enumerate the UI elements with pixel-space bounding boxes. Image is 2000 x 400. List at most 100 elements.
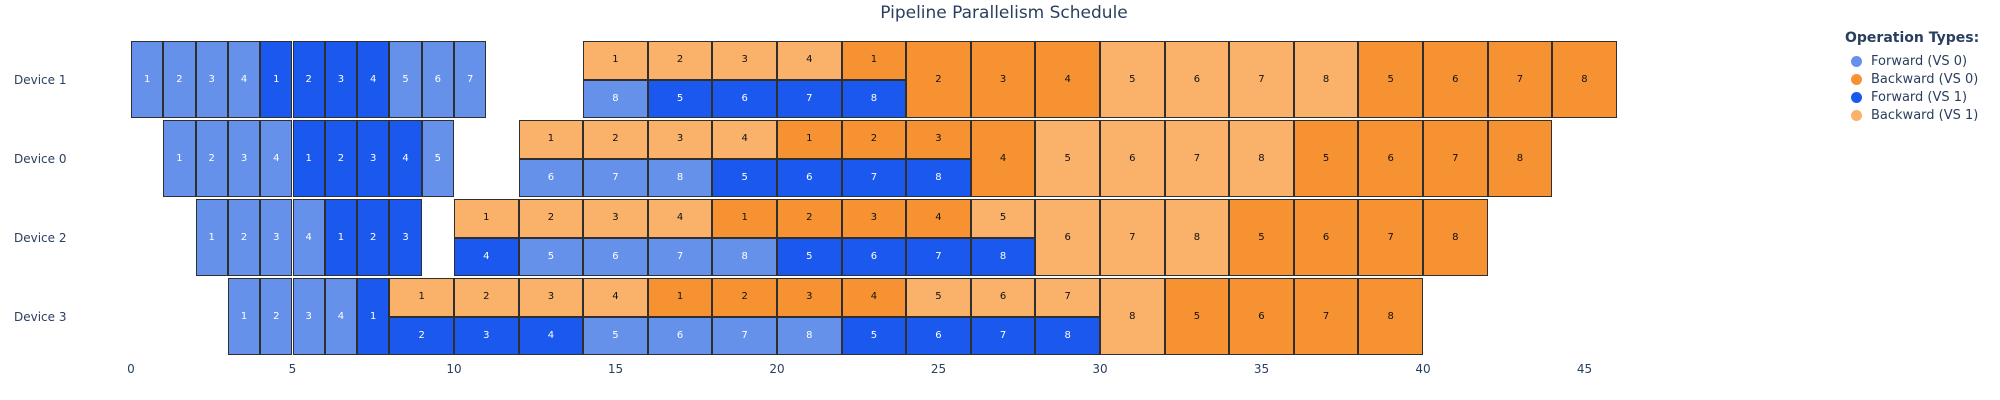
schedule-cell[interactable]: 5 [1229, 199, 1294, 276]
schedule-cell[interactable]: 1 [324, 199, 358, 276]
schedule-cell[interactable]: 6 [1100, 120, 1165, 197]
schedule-cell[interactable]: 6 [1164, 41, 1230, 118]
schedule-cell[interactable]: 4 [841, 278, 907, 317]
schedule-cell[interactable]: 6 [906, 316, 971, 355]
schedule-cell[interactable]: 5 [421, 120, 454, 197]
schedule-cell[interactable]: 2 [227, 199, 261, 276]
schedule-cell[interactable]: 2 [647, 41, 713, 80]
schedule-cell[interactable]: 1 [647, 278, 713, 317]
schedule-cell[interactable]: 1 [131, 41, 164, 118]
schedule-cell[interactable]: 6 [647, 316, 713, 355]
schedule-cell[interactable]: 5 [712, 158, 777, 197]
schedule-cell[interactable]: 8 [712, 237, 777, 276]
schedule-cell[interactable]: 6 [1293, 199, 1359, 276]
schedule-cell[interactable]: 8 [970, 237, 1036, 276]
schedule-cell[interactable]: 8 [1358, 278, 1423, 355]
schedule-cell[interactable]: 2 [260, 278, 293, 355]
schedule-cell[interactable]: 5 [777, 237, 842, 276]
schedule-cell[interactable]: 8 [1100, 278, 1165, 355]
schedule-cell[interactable]: 5 [906, 278, 971, 317]
schedule-cell[interactable]: 2 [389, 316, 454, 355]
schedule-cell[interactable]: 4 [906, 199, 971, 238]
schedule-cell[interactable]: 7 [841, 158, 907, 197]
schedule-cell[interactable]: 8 [1164, 199, 1230, 276]
schedule-cell[interactable]: 3 [260, 199, 293, 276]
schedule-cell[interactable]: 6 [970, 278, 1036, 317]
schedule-cell[interactable]: 4 [1035, 41, 1100, 118]
schedule-cell[interactable]: 3 [195, 41, 228, 118]
schedule-cell[interactable]: 2 [777, 199, 842, 238]
schedule-cell[interactable]: 2 [292, 41, 325, 118]
schedule-cell[interactable]: 4 [227, 41, 261, 118]
schedule-cell[interactable]: 1 [454, 199, 519, 238]
schedule-cell[interactable]: 4 [777, 41, 842, 80]
schedule-cell[interactable]: 5 [1358, 41, 1423, 118]
schedule-cell[interactable]: 3 [712, 41, 777, 80]
schedule-cell[interactable]: 2 [583, 120, 648, 159]
schedule-cell[interactable]: 7 [1487, 41, 1553, 118]
schedule-cell[interactable]: 7 [1423, 120, 1488, 197]
schedule-cell[interactable]: 6 [841, 237, 907, 276]
schedule-cell[interactable]: 8 [777, 316, 842, 355]
schedule-cell[interactable]: 2 [324, 120, 358, 197]
schedule-cell[interactable]: 4 [454, 237, 519, 276]
schedule-cell[interactable]: 8 [906, 158, 971, 197]
schedule-cell[interactable]: 1 [260, 41, 293, 118]
schedule-cell[interactable]: 3 [647, 120, 713, 159]
schedule-cell[interactable]: 8 [1229, 120, 1294, 197]
schedule-cell[interactable]: 7 [1035, 278, 1100, 317]
schedule-cell[interactable]: 4 [970, 120, 1036, 197]
schedule-cell[interactable]: 5 [970, 199, 1036, 238]
schedule-cell[interactable]: 7 [1293, 278, 1359, 355]
schedule-cell[interactable]: 3 [357, 120, 390, 197]
schedule-cell[interactable]: 1 [357, 278, 390, 355]
schedule-cell[interactable]: 3 [841, 199, 907, 238]
schedule-cell[interactable]: 5 [1293, 120, 1359, 197]
schedule-cell[interactable]: 1 [195, 199, 228, 276]
schedule-cell[interactable]: 1 [163, 120, 196, 197]
schedule-cell[interactable]: 7 [970, 316, 1036, 355]
schedule-cell[interactable]: 6 [1229, 278, 1294, 355]
schedule-cell[interactable]: 6 [1035, 199, 1100, 276]
schedule-cell[interactable]: 2 [454, 278, 519, 317]
schedule-cell[interactable]: 2 [163, 41, 196, 118]
schedule-cell[interactable]: 3 [227, 120, 261, 197]
schedule-cell[interactable]: 1 [841, 41, 907, 80]
schedule-cell[interactable]: 6 [1358, 120, 1423, 197]
schedule-cell[interactable]: 3 [777, 278, 842, 317]
schedule-cell[interactable]: 6 [777, 158, 842, 197]
schedule-cell[interactable]: 4 [583, 278, 648, 317]
schedule-cell[interactable]: 2 [357, 199, 390, 276]
schedule-cell[interactable]: 4 [712, 120, 777, 159]
schedule-cell[interactable]: 5 [1035, 120, 1100, 197]
schedule-cell[interactable]: 8 [1423, 199, 1488, 276]
schedule-cell[interactable]: 5 [518, 237, 584, 276]
schedule-cell[interactable]: 7 [454, 41, 487, 118]
schedule-cell[interactable]: 4 [518, 316, 584, 355]
schedule-cell[interactable]: 1 [583, 41, 648, 80]
schedule-cell[interactable]: 7 [906, 237, 971, 276]
schedule-cell[interactable]: 3 [906, 120, 971, 159]
schedule-cell[interactable]: 2 [195, 120, 228, 197]
schedule-cell[interactable]: 4 [647, 199, 713, 238]
schedule-cell[interactable]: 8 [1035, 316, 1100, 355]
schedule-cell[interactable]: 3 [583, 199, 648, 238]
schedule-cell[interactable]: 7 [1164, 120, 1230, 197]
schedule-cell[interactable]: 7 [777, 79, 842, 118]
schedule-cell[interactable]: 1 [292, 120, 325, 197]
schedule-cell[interactable]: 8 [841, 79, 907, 118]
schedule-cell[interactable]: 3 [518, 278, 584, 317]
schedule-cell[interactable]: 6 [518, 158, 584, 197]
schedule-cell[interactable]: 3 [454, 316, 519, 355]
schedule-cell[interactable]: 7 [1229, 41, 1294, 118]
schedule-cell[interactable]: 5 [1100, 41, 1165, 118]
schedule-cell[interactable]: 7 [712, 316, 777, 355]
schedule-cell[interactable]: 8 [647, 158, 713, 197]
schedule-cell[interactable]: 2 [906, 41, 971, 118]
schedule-cell[interactable]: 5 [647, 79, 713, 118]
legend-item-b0[interactable]: Backward (VS 0) [1845, 70, 1979, 88]
schedule-cell[interactable]: 4 [260, 120, 293, 197]
legend-item-f0[interactable]: Forward (VS 0) [1845, 52, 1979, 70]
schedule-cell[interactable]: 1 [227, 278, 261, 355]
schedule-cell[interactable]: 6 [1423, 41, 1488, 118]
